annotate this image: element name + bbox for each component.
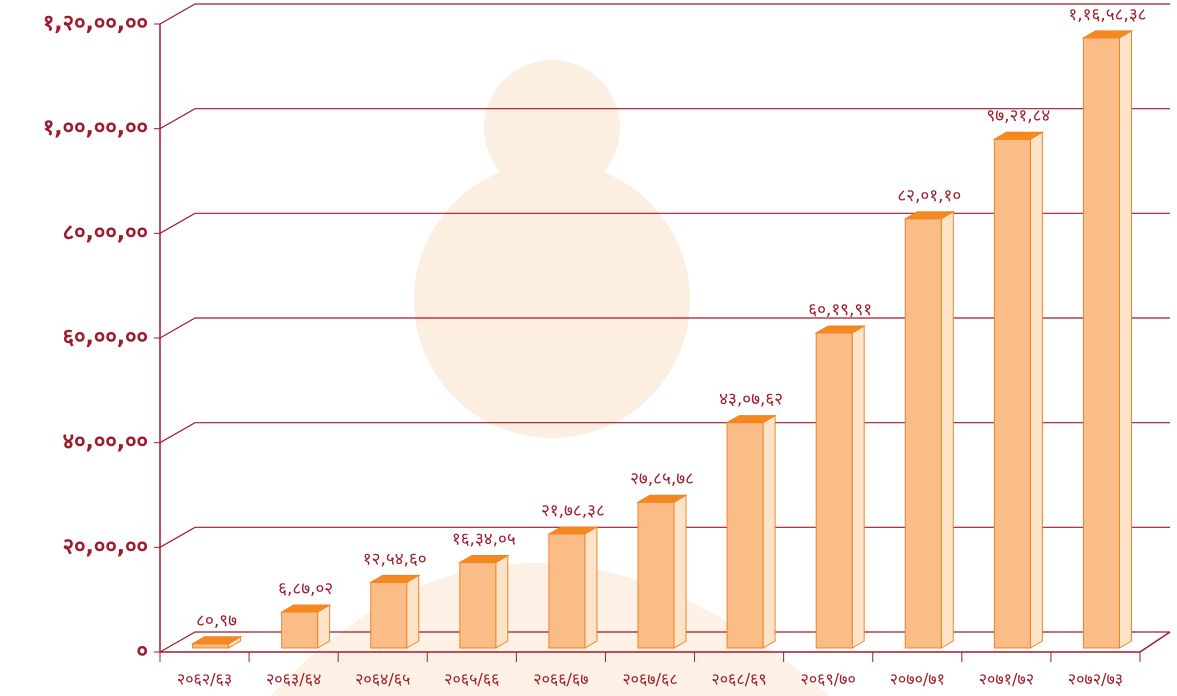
chart: ० २०,००,०० ४०,००,०० ६०,००,०० ८०,००,०० १,००,००… bbox=[0, 0, 1177, 696]
y-tick-label: ० bbox=[137, 639, 148, 664]
value-label: ४३,०७,६२ bbox=[719, 390, 783, 410]
bar bbox=[460, 555, 508, 648]
bar-side bbox=[585, 527, 597, 648]
bar bbox=[727, 416, 775, 648]
x-tick-label: २०६३/६४ bbox=[266, 670, 321, 689]
bar bbox=[282, 605, 330, 648]
x-tick-label: २०७१/७२ bbox=[979, 670, 1034, 689]
value-label: ८०,९७ bbox=[196, 611, 237, 631]
bar-front bbox=[638, 502, 674, 648]
bar-front bbox=[371, 582, 407, 648]
grid-line bbox=[160, 4, 1170, 24]
value-label: १२,५४,६० bbox=[363, 549, 427, 569]
x-axis-depth bbox=[1140, 632, 1170, 652]
value-label: १,१६,५८,३८ bbox=[1068, 5, 1146, 25]
bar bbox=[1083, 31, 1131, 648]
bar-front bbox=[549, 534, 585, 648]
x-tick-label: २०७२/७३ bbox=[1068, 670, 1123, 689]
bar-front bbox=[460, 562, 496, 648]
bar-side bbox=[496, 555, 508, 648]
value-label: ६०,१९,९१ bbox=[808, 300, 872, 320]
value-label: ६,८७,०२ bbox=[278, 579, 333, 599]
x-tick-label: २०७०/७१ bbox=[890, 670, 945, 689]
bar-front bbox=[727, 423, 763, 648]
bar bbox=[905, 212, 953, 648]
value-label: २७,८५,७८ bbox=[630, 469, 694, 489]
value-label: २१,७८,३८ bbox=[541, 501, 605, 521]
bar-side bbox=[674, 495, 686, 648]
x-tick-label: २०६९/७० bbox=[801, 670, 856, 689]
y-tick-label: ४०,००,०० bbox=[63, 430, 148, 455]
bar bbox=[994, 132, 1042, 648]
value-label: ९७,२१,८४ bbox=[986, 106, 1050, 126]
x-tick-label: २०६५/६६ bbox=[444, 670, 499, 689]
bar-side bbox=[407, 575, 419, 648]
bar-side bbox=[1119, 31, 1131, 648]
y-tick-label: १,००,००,०० bbox=[43, 116, 148, 141]
x-tick-label: २०६२/६३ bbox=[177, 670, 232, 689]
bar-side bbox=[941, 212, 953, 648]
bar-front bbox=[994, 139, 1030, 648]
value-label: ८२,०१,१० bbox=[897, 186, 961, 206]
bar bbox=[816, 326, 864, 648]
bar bbox=[638, 495, 686, 648]
bar-side bbox=[1030, 132, 1042, 648]
bar-front bbox=[905, 219, 941, 648]
y-tick-label: ८०,००,०० bbox=[63, 220, 148, 245]
bar bbox=[549, 527, 597, 648]
x-tick-label: २०६८/६९ bbox=[711, 670, 766, 689]
x-tick-label: २०६४/६५ bbox=[355, 670, 410, 689]
x-tick-label: २०६७/६८ bbox=[622, 670, 677, 689]
bar-side bbox=[763, 416, 775, 648]
value-label: १६,३४,०५ bbox=[452, 529, 516, 549]
bar-front bbox=[193, 644, 229, 648]
bar-front bbox=[282, 612, 318, 648]
y-tick-label: ६०,००,०० bbox=[63, 325, 148, 350]
bar-front bbox=[1083, 38, 1119, 648]
x-tick-label: २०६६/६७ bbox=[533, 670, 588, 689]
bar-side bbox=[852, 326, 864, 648]
y-tick-label: १,२०,००,०० bbox=[43, 11, 148, 36]
bar bbox=[371, 575, 419, 648]
y-tick-label: २०,००,०० bbox=[63, 534, 148, 559]
bar bbox=[193, 637, 241, 648]
bar-front bbox=[816, 333, 852, 648]
